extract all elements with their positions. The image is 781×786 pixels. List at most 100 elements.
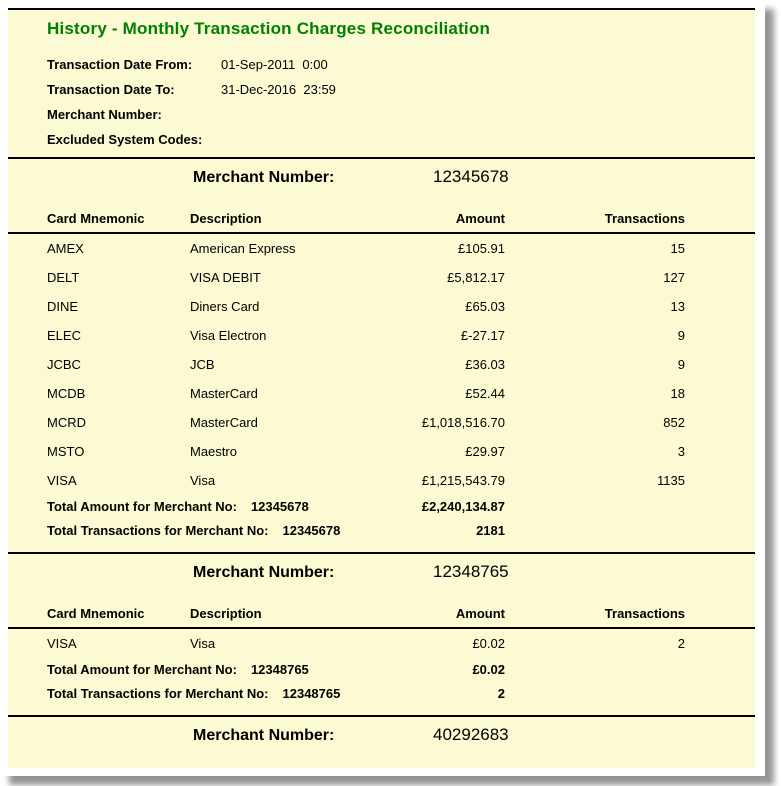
- cell-amount: £29.97: [465, 444, 505, 459]
- total-amount-label: Total Amount for Merchant No:: [47, 662, 237, 677]
- merchant-number-value: 12345678: [433, 167, 509, 186]
- table-row: DINE Diners Card £65.03 13: [8, 292, 755, 321]
- total-transactions-label: Total Transactions for Merchant No:: [47, 686, 269, 701]
- cell-transactions: 3: [677, 444, 685, 459]
- table-row: DELT VISA DEBIT £5,812.17 127: [8, 263, 755, 292]
- total-amount-merchant-number: 12348765: [250, 662, 309, 677]
- column-header-description: Description: [190, 211, 262, 226]
- column-header-row: Card Mnemonic Description Amount Transac…: [8, 211, 755, 227]
- column-header-card-mnemonic: Card Mnemonic: [47, 211, 145, 226]
- cell-description: Visa: [190, 473, 216, 488]
- cell-amount: £105.91: [458, 241, 505, 256]
- column-header-description: Description: [190, 606, 262, 621]
- total-amount-value: £2,240,134.87: [421, 499, 505, 514]
- total-transactions-label: Total Transactions for Merchant No:: [47, 523, 269, 538]
- table-row: JCBC JCB £36.03 9: [8, 350, 755, 379]
- filter-row: Excluded System Codes:: [8, 127, 755, 152]
- cell-transactions: 1135: [657, 473, 685, 488]
- cell-amount: £5,812.17: [447, 270, 505, 285]
- merchant-section: Merchant Number: 12345678 Card Mnemonic …: [8, 159, 755, 554]
- total-transactions-value: 2181: [476, 523, 505, 538]
- merchant-number-value: 12348765: [433, 562, 509, 581]
- cell-card-mnemonic: DELT: [47, 270, 80, 285]
- divider: [8, 157, 755, 159]
- cell-amount: £52.44: [465, 386, 505, 401]
- table-row: MSTO Maestro £29.97 3: [8, 437, 755, 466]
- total-amount-row: Total Amount for Merchant No: 12348765 £0…: [8, 658, 755, 682]
- merchant-section: Merchant Number: 12348765 Card Mnemonic …: [8, 554, 755, 717]
- filter-row: Merchant Number:: [8, 102, 755, 127]
- cell-description: Maestro: [190, 444, 237, 459]
- merchant-number-label: Merchant Number:: [193, 564, 335, 581]
- divider: [8, 552, 755, 554]
- cell-amount: £65.03: [465, 299, 505, 314]
- total-transactions-row: Total Transactions for Merchant No: 12345…: [8, 519, 755, 543]
- filter-label-merchant-number: Merchant Number:: [47, 107, 162, 122]
- column-header-amount: Amount: [455, 606, 505, 621]
- cell-transactions: 15: [670, 241, 685, 256]
- cell-card-mnemonic: AMEX: [47, 241, 84, 256]
- cell-card-mnemonic: DINE: [47, 299, 79, 314]
- cell-transactions: 18: [670, 386, 685, 401]
- table-row: ELEC Visa Electron £-27.17 9: [8, 321, 755, 350]
- total-amount-label: Total Amount for Merchant No:: [47, 499, 237, 514]
- filter-value-date-from: 01-Sep-2011 0:00: [221, 57, 328, 72]
- cell-card-mnemonic: MCRD: [47, 415, 86, 430]
- cell-transactions: 2: [677, 636, 685, 651]
- column-header-transactions: Transactions: [604, 606, 685, 621]
- section-rows: VISA Visa £0.02 2: [8, 629, 755, 658]
- cell-amount: £1,215,543.79: [421, 473, 505, 488]
- filter-block: Transaction Date From: 01-Sep-2011 0:00 …: [8, 52, 755, 152]
- filter-label-date-from: Transaction Date From:: [47, 57, 193, 72]
- cell-transactions: 9: [677, 357, 685, 372]
- total-transactions-merchant-number: 12345678: [282, 523, 341, 538]
- cell-description: American Express: [190, 241, 296, 256]
- section-rows: AMEX American Express £105.91 15 DELT VI…: [8, 234, 755, 495]
- cell-description: JCB: [190, 357, 215, 372]
- total-amount-value: £0.02: [472, 662, 505, 677]
- total-amount-row: Total Amount for Merchant No: 12345678 £2…: [8, 495, 755, 519]
- filter-value-date-to: 31-Dec-2016 23:59: [221, 82, 336, 97]
- cell-amount: £-27.17: [460, 328, 505, 343]
- cell-transactions: 127: [663, 270, 685, 285]
- cell-card-mnemonic: JCBC: [47, 357, 81, 372]
- page-title: History - Monthly Transaction Charges Re…: [47, 19, 491, 38]
- column-header-transactions: Transactions: [604, 211, 685, 226]
- table-row: MCRD MasterCard £1,018,516.70 852: [8, 408, 755, 437]
- divider: [8, 627, 755, 629]
- filter-row: Transaction Date From: 01-Sep-2011 0:00: [8, 52, 755, 77]
- table-row: AMEX American Express £105.91 15: [8, 234, 755, 263]
- total-amount-merchant-number: 12345678: [250, 499, 309, 514]
- cell-description: Diners Card: [190, 299, 260, 314]
- total-transactions-merchant-number: 12348765: [282, 686, 341, 701]
- cell-description: Visa: [190, 636, 216, 651]
- cell-description: MasterCard: [190, 386, 258, 401]
- cell-card-mnemonic: MSTO: [47, 444, 85, 459]
- merchant-header: Merchant Number: 40292683: [8, 717, 755, 749]
- cell-card-mnemonic: VISA: [47, 636, 77, 651]
- cell-card-mnemonic: VISA: [47, 473, 77, 488]
- cell-card-mnemonic: ELEC: [47, 328, 81, 343]
- filter-label-date-to: Transaction Date To:: [47, 82, 175, 97]
- cell-transactions: 13: [670, 299, 685, 314]
- divider: [8, 715, 755, 717]
- merchant-section: Merchant Number: 40292683: [8, 717, 755, 749]
- merchant-header: Merchant Number: 12348765: [8, 554, 755, 586]
- divider: [8, 232, 755, 234]
- filter-label-excluded-system-codes: Excluded System Codes:: [47, 132, 203, 147]
- filter-row: Transaction Date To: 31-Dec-2016 23:59: [8, 77, 755, 102]
- cell-transactions: 9: [677, 328, 685, 343]
- merchant-number-label: Merchant Number:: [193, 727, 335, 744]
- total-transactions-value: 2: [497, 686, 505, 701]
- report-page: History - Monthly Transaction Charges Re…: [8, 8, 755, 768]
- report-content: History - Monthly Transaction Charges Re…: [8, 8, 755, 768]
- cell-amount: £36.03: [465, 357, 505, 372]
- column-header-row: Card Mnemonic Description Amount Transac…: [8, 606, 755, 622]
- table-row: VISA Visa £1,215,543.79 1135: [8, 466, 755, 495]
- table-row: VISA Visa £0.02 2: [8, 629, 755, 658]
- sections: Merchant Number: 12345678 Card Mnemonic …: [8, 159, 755, 749]
- total-transactions-row: Total Transactions for Merchant No: 12348…: [8, 682, 755, 706]
- cell-amount: £1,018,516.70: [421, 415, 505, 430]
- column-header-amount: Amount: [455, 211, 505, 226]
